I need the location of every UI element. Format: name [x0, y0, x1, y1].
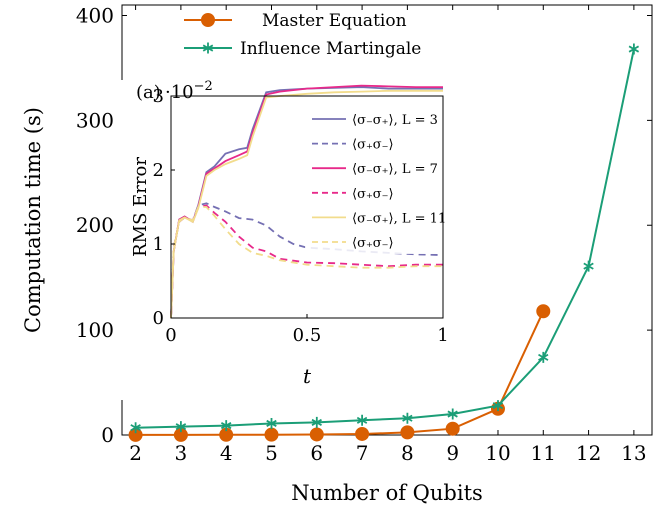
legend-marker	[201, 13, 215, 27]
inset-x-tick-label: 1	[437, 325, 448, 346]
inset-legend-entry: ⟨σ₋σ₊⟩, L = 3	[312, 113, 438, 128]
legend-label: Master Equation	[262, 11, 407, 31]
inset-y-tick-label: 0	[153, 308, 164, 329]
inset-legend-label: ⟨σ₋σ₊⟩, L = 11	[352, 211, 446, 226]
data-point	[402, 412, 413, 424]
inset-scale-label: ·10−2	[165, 79, 213, 103]
data-point	[355, 426, 370, 441]
x-tick-label: 2	[129, 441, 142, 465]
data-point	[628, 43, 640, 55]
y-axis-label: Computation time (s)	[21, 107, 45, 333]
data-point	[264, 427, 279, 442]
y-tick-label: 300	[76, 108, 114, 132]
inset-series	[170, 84, 444, 319]
x-tick-label: 12	[576, 441, 601, 465]
inset-ticks: 0 0.5 1 0 1 2 3	[153, 86, 449, 346]
inset-x-tick-label: 0.5	[293, 325, 322, 346]
legend-marker	[202, 42, 214, 54]
inset-legend-label: ⟨σ₊σ₋⟩	[352, 236, 394, 251]
inset-legend-entry: ⟨σ₋σ₊⟩, L = 7	[312, 162, 438, 177]
inset-legend-label: ⟨σ₋σ₊⟩, L = 7	[352, 162, 438, 177]
main-series	[128, 43, 640, 442]
inset-legend-entry: ⟨σ₊σ₋⟩	[312, 138, 394, 153]
x-tick-label: 3	[175, 441, 188, 465]
data-point	[266, 418, 277, 429]
inset-scale-exponent: −2	[194, 79, 213, 94]
data-point	[175, 421, 187, 433]
data-point	[447, 408, 458, 420]
inset-legend-label: ⟨σ₋σ₊⟩, L = 3	[352, 113, 438, 128]
inset-scale-base: ·10	[165, 82, 194, 103]
inset-legend: ⟨σ₋σ₊⟩, L = 3 ⟨σ₊σ₋⟩ ⟨σ₋σ₊⟩, L = 7 ⟨σ₊σ₋⟩ ⟨σ…	[305, 104, 446, 254]
legend-entry: Master Equation	[184, 11, 407, 31]
series-2	[130, 43, 640, 434]
inset-legend-background	[305, 104, 441, 254]
inset-series-line-5	[170, 89, 443, 319]
inset-series-line-4	[170, 204, 443, 319]
inset-y-axis-label: RMS Error	[130, 157, 151, 257]
inset-legend-label: ⟨σ₊σ₋⟩	[352, 138, 394, 153]
inset-panel-label: (a)	[136, 82, 161, 103]
x-tick-label: 8	[401, 441, 414, 465]
x-axis-label: Number of Qubits	[291, 481, 483, 505]
x-tick-label: 10	[485, 441, 510, 465]
legend-entry: Influence Martingale	[184, 39, 421, 59]
x-tick-label: 11	[531, 441, 556, 465]
y-tick-label: 0	[101, 423, 114, 447]
inset-x-axis-label: t	[303, 364, 312, 388]
data-point	[492, 400, 504, 412]
data-point	[445, 421, 460, 436]
series-line	[135, 310, 545, 436]
series-line	[135, 48, 635, 429]
data-point	[311, 416, 322, 428]
inset-legend-label: ⟨σ₊σ₋⟩	[352, 187, 394, 202]
x-tick-label: 6	[310, 441, 323, 465]
y-tick-label: 400	[76, 3, 114, 27]
main-legend: Master Equation Influence Martingale	[184, 11, 421, 59]
y-tick-label: 100	[76, 318, 114, 342]
inset-y-tick-label: 3	[153, 86, 164, 107]
inset-legend-entry: ⟨σ₊σ₋⟩	[312, 236, 394, 251]
data-point	[536, 304, 551, 319]
inset-legend-entry: ⟨σ₊σ₋⟩	[312, 187, 394, 202]
y-tick-label: 200	[76, 213, 114, 237]
inset-x-tick-label: 0	[165, 325, 176, 346]
data-point	[538, 351, 549, 363]
inset-legend-entry: ⟨σ₋σ₊⟩, L = 11	[312, 211, 446, 226]
data-point	[356, 414, 368, 426]
data-point	[583, 260, 594, 272]
x-tick-label: 13	[621, 441, 646, 465]
x-tick-label: 4	[220, 441, 233, 465]
data-point	[220, 420, 232, 432]
inset-series-line-6	[170, 206, 443, 319]
legend-label: Influence Martingale	[240, 39, 421, 59]
data-point	[130, 422, 141, 434]
inset-y-tick-label: 1	[153, 234, 164, 255]
inset-y-tick-label: 2	[153, 160, 164, 181]
data-point	[309, 427, 324, 442]
data-point	[400, 425, 415, 440]
x-tick-label: 7	[356, 441, 369, 465]
x-tick-label: 9	[446, 441, 459, 465]
x-tick-label: 5	[265, 441, 278, 465]
